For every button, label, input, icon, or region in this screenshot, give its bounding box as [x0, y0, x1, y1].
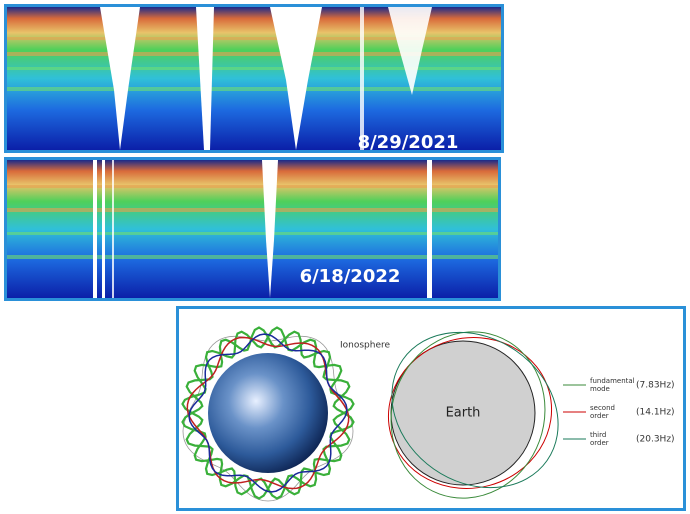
wave	[186, 336, 350, 490]
mode-frequency: (14.1Hz)	[636, 408, 675, 418]
earth-globe	[208, 353, 328, 473]
ionosphere-label: Ionosphere	[340, 341, 391, 351]
date-label: 8/29/2021	[358, 132, 459, 153]
mode-name: order	[590, 439, 609, 447]
mode-frequency: (7.83Hz)	[636, 381, 675, 391]
band	[7, 67, 501, 70]
spectrogram-top: 8/29/2021	[7, 7, 501, 153]
band	[7, 208, 498, 212]
earth-label: Earth	[446, 406, 481, 421]
panel-border	[4, 4, 504, 153]
mode-frequency: (20.3Hz)	[636, 435, 675, 445]
wave	[181, 326, 355, 500]
spectrogram-bottom: 6/18/2022	[7, 160, 498, 298]
mode-name: fundamental	[590, 377, 635, 385]
band	[7, 87, 501, 91]
band	[7, 185, 498, 188]
mode-name: second	[590, 404, 615, 412]
panel-border	[4, 157, 501, 301]
wave	[188, 333, 348, 493]
resonance-waves	[181, 326, 355, 502]
date-label: 6/18/2022	[300, 266, 401, 287]
mode-name: third	[590, 431, 606, 439]
mode-name: mode	[590, 385, 610, 393]
band	[7, 37, 501, 40]
band	[7, 255, 498, 259]
band	[7, 232, 498, 235]
band	[7, 52, 501, 56]
mode-name: order	[590, 412, 609, 420]
